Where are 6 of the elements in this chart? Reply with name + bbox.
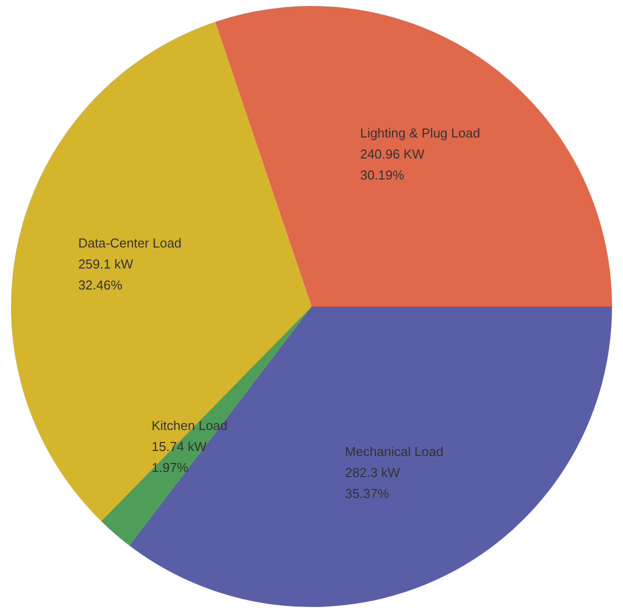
slice-label: Data-Center Load bbox=[78, 236, 182, 251]
slice-label: Mechanical Load bbox=[345, 444, 444, 460]
data-label: 240.96 KW 30.19% bbox=[360, 146, 426, 183]
slice-label: Lighting & Plug Load bbox=[360, 126, 480, 141]
data-label: 282.3 kW 35.37% bbox=[345, 465, 401, 502]
data-label: 259.1 kW 32.46% bbox=[78, 256, 134, 293]
